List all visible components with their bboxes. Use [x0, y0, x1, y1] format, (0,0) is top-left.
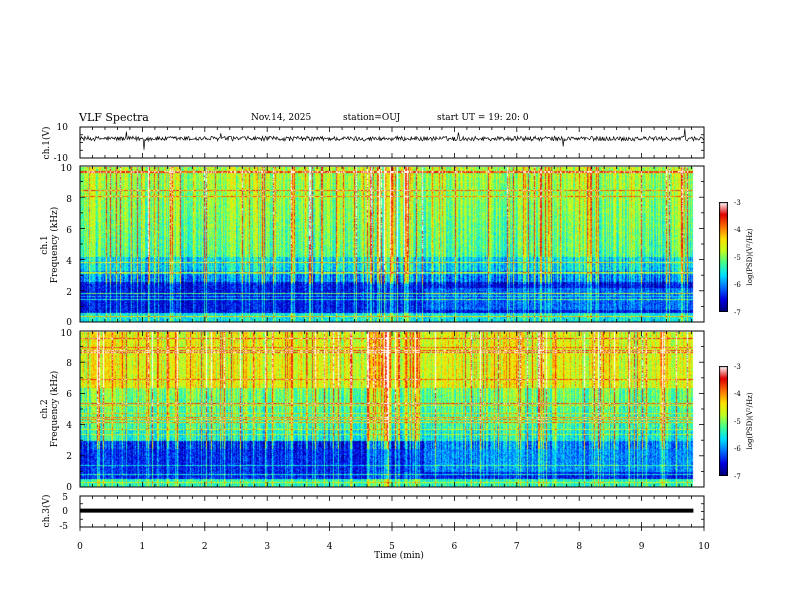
x-tick-label: 1 [140, 542, 146, 552]
x-tick-label: 0 [77, 542, 83, 552]
ch2-spec-ytick-label: 8 [66, 359, 72, 369]
ch1-spectrogram-ylabel-frequency: Frequency (kHz) [49, 207, 60, 284]
ch1-waveform-ylabel: ch.1(V) [41, 127, 52, 160]
waveforms [79, 128, 705, 513]
ch1-colorbar-tick-label: -4 [734, 226, 741, 234]
ch2-spectrogram-ylabel-channel: ch.2 [40, 399, 50, 418]
ch1-colorbar-label: log(PSD)(V²/Hz) [746, 228, 754, 285]
ch1-spec-ytick-label: 6 [66, 226, 72, 236]
ch1-colorbar-tick-label: -3 [734, 199, 741, 207]
ch1-spec-ytick-label: 4 [66, 257, 72, 267]
ch1-colorbar-image [719, 202, 728, 312]
panel-frames [79, 126, 705, 528]
figure-title: VLF Spectra [79, 111, 149, 124]
x-tick-label: 6 [452, 542, 458, 552]
ch1-spec-ytick-label: 10 [61, 164, 73, 174]
ch1-spec-ytick-label: 8 [66, 195, 72, 205]
ch3-ytick-label: 5 [62, 493, 68, 503]
ch2-spec-ytick-label: 4 [66, 421, 72, 431]
ch3-ytick-label: 0 [62, 507, 68, 517]
ch2-colorbar-image [719, 366, 728, 476]
ch2-spectrogram-image [80, 332, 694, 487]
x-axis-label: Time (min) [374, 550, 424, 561]
ch1-ytick-label: -10 [54, 154, 69, 164]
ch2-spectrogram-panel-frame [79, 330, 705, 488]
x-tick-label: 4 [327, 542, 333, 552]
x-tick-label: 3 [264, 542, 270, 552]
figure-date: Nov.14, 2025 [251, 113, 312, 123]
ch2-colorbar-tick-label: -6 [734, 445, 741, 453]
ch2-spec-ytick-label: 10 [61, 329, 73, 339]
ch2-colorbar-tick-label: -4 [734, 390, 741, 398]
ch2-spectrogram-ylabel-frequency: Frequency (kHz) [49, 371, 60, 448]
ch2-colorbar-label: log(PSD)(V²/Hz) [746, 392, 754, 449]
ch1-waveform-line [79, 128, 705, 150]
ch1-colorbar-tick-label: -7 [734, 309, 741, 317]
ch2-spec-ytick-label: 6 [66, 390, 72, 400]
ch2-colorbar-tick-label: -7 [734, 473, 741, 481]
x-tick-label: 7 [514, 542, 520, 552]
figure-station: station=OUJ [343, 113, 401, 123]
ch1-colorbar-tick-label: -6 [734, 281, 741, 289]
ch1-spectrogram-image [80, 167, 694, 322]
ch1-colorbar-tick-label: -5 [734, 254, 741, 262]
ch1-spec-ytick-label: 0 [66, 318, 72, 328]
ch3-waveform-ylabel: ch.3(V) [41, 495, 52, 528]
x-tick-label: 2 [202, 542, 208, 552]
x-tick-label: 10 [698, 542, 710, 552]
ch1-ytick-label: 10 [57, 123, 69, 133]
ch2-colorbar-tick-label: -3 [734, 363, 741, 371]
ch3-ytick-label: -5 [59, 522, 68, 532]
x-tick-label: 5 [389, 542, 395, 552]
ch2-spec-ytick-label: 0 [66, 483, 72, 493]
ch2-spec-ytick-label: 2 [66, 452, 72, 462]
x-tick-label: 8 [576, 542, 582, 552]
ch1-spec-ytick-label: 2 [66, 288, 72, 298]
figure-start-time: start UT = 19: 20: 0 [437, 113, 529, 123]
ch1-spectrogram-panel-frame [79, 165, 705, 323]
ch1-spectrogram-ylabel-channel: ch.1 [40, 235, 50, 254]
x-tick-label: 9 [639, 542, 645, 552]
axis-ticks [79, 126, 705, 531]
ch2-colorbar-tick-label: -5 [734, 418, 741, 426]
